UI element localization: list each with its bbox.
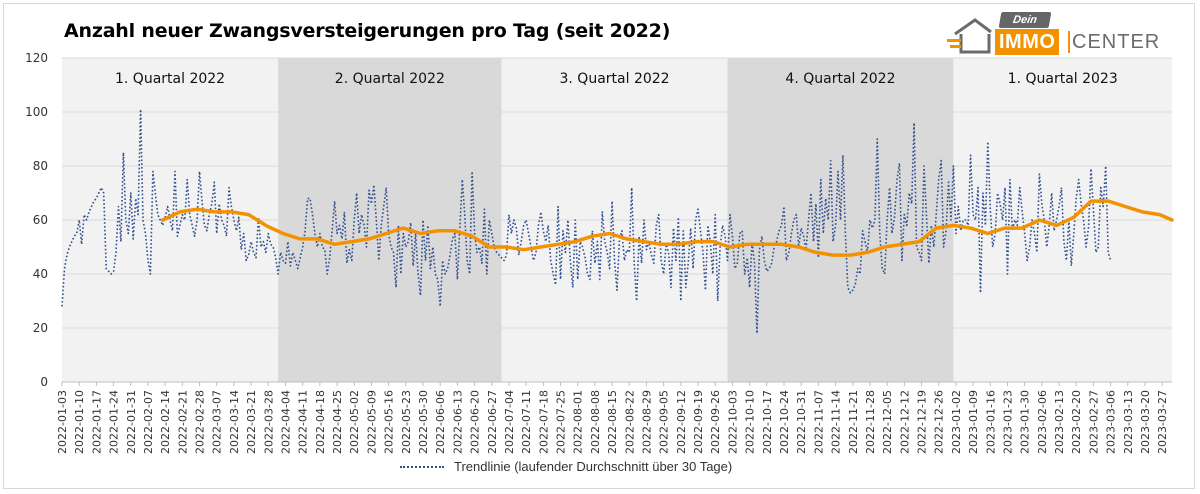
y-tick-label: 0 [40, 375, 48, 389]
x-tick-label: 2022-12-26 [933, 390, 946, 454]
x-tick-label: 2022-04-25 [331, 390, 344, 454]
x-tick-label: 2022-05-23 [400, 390, 413, 454]
x-tick-label: 2022-08-01 [572, 390, 585, 454]
x-tick-label: 2022-01-31 [125, 390, 138, 454]
x-tick-label: 2022-12-05 [881, 390, 894, 454]
x-tick-label: 2022-09-12 [675, 390, 688, 454]
x-tick-label: 2022-06-13 [451, 390, 464, 454]
chart-title: Anzahl neuer Zwangsversteigerungen pro T… [64, 20, 671, 42]
x-tick-label: 2023-01-30 [1019, 390, 1032, 454]
x-tick-label: 2022-07-04 [503, 390, 516, 454]
y-tick-label: 20 [33, 321, 48, 335]
x-tick-label: 2022-11-28 [864, 390, 877, 454]
x-tick-label: 2023-01-02 [950, 390, 963, 454]
x-tick-label: 2022-04-18 [314, 390, 327, 454]
x-tick-label: 2022-06-27 [486, 390, 499, 454]
x-tick-label: 2022-05-16 [383, 390, 396, 454]
x-tick-label: 2022-01-10 [73, 390, 86, 454]
x-tick-label: 2022-10-03 [726, 390, 739, 454]
quarter-band-label: 1. Quartal 2022 [115, 71, 225, 87]
x-tick-label: 2022-11-21 [847, 390, 860, 454]
x-tick-label: 2022-05-09 [365, 390, 378, 454]
x-tick-label: 2022-02-14 [159, 390, 172, 454]
x-tick-label: 2022-01-03 [56, 390, 69, 454]
x-tick-label: 2022-10-24 [778, 390, 791, 454]
quarter-band-label: 4. Quartal 2022 [785, 71, 895, 87]
chart-frame [3, 3, 1195, 489]
logo-center-text: CENTER [1072, 31, 1161, 53]
logo-separator [1068, 31, 1070, 53]
x-tick-label: 2022-03-28 [262, 390, 275, 454]
x-tick-label: 2022-08-08 [589, 390, 602, 454]
x-tick-label: 2022-07-25 [555, 390, 568, 454]
logo-immo-text: IMMO [995, 29, 1060, 55]
x-tick-label: 2022-08-22 [623, 390, 636, 454]
x-tick-label: 2022-01-17 [90, 390, 103, 454]
x-tick-label: 2023-03-27 [1156, 390, 1169, 454]
x-tick-label: 2022-07-11 [520, 390, 533, 454]
x-tick-label: 2023-01-23 [1001, 390, 1014, 454]
x-tick-label: 2022-06-06 [434, 390, 447, 454]
x-tick-label: 2022-03-21 [245, 390, 258, 454]
x-tick-label: 2022-03-14 [228, 390, 241, 454]
x-tick-label: 2022-12-19 [916, 390, 929, 454]
x-tick-label: 2022-10-10 [744, 390, 757, 454]
x-tick-label: 2022-12-12 [898, 390, 911, 454]
x-tick-label: 2022-01-24 [108, 390, 121, 454]
x-tick-label: 2022-10-31 [795, 390, 808, 454]
x-tick-label: 2023-03-13 [1122, 390, 1135, 454]
house-icon [947, 18, 992, 54]
x-tick-label: 2022-03-07 [211, 390, 224, 454]
x-tick-label: 2023-03-20 [1139, 390, 1152, 454]
quarter-band-label: 3. Quartal 2022 [560, 71, 670, 87]
x-tick-label: 2023-02-13 [1053, 390, 1066, 454]
y-tick-label: 40 [33, 267, 48, 281]
x-tick-label: 2022-04-11 [297, 390, 310, 454]
x-tick-label: 2023-02-27 [1087, 390, 1100, 454]
x-tick-label: 2023-02-06 [1036, 390, 1049, 454]
x-tick-label: 2022-06-20 [469, 390, 482, 454]
x-tick-label: 2022-04-04 [279, 390, 292, 454]
x-tick-label: 2022-11-14 [830, 390, 843, 454]
x-tick-label: 2022-02-28 [194, 390, 207, 454]
y-tick-label: 100 [25, 105, 48, 119]
quarter-band-label: 2. Quartal 2022 [335, 71, 445, 87]
x-tick-label: 2023-03-06 [1105, 390, 1118, 454]
legend-swatch-dotted [400, 466, 444, 468]
x-tick-label: 2022-09-05 [658, 390, 671, 454]
x-tick-label: 2023-01-09 [967, 390, 980, 454]
y-tick-label: 80 [33, 159, 48, 173]
y-tick-label: 60 [33, 213, 48, 227]
x-tick-label: 2022-02-21 [176, 390, 189, 454]
x-tick-label: 2022-09-26 [709, 390, 722, 454]
x-tick-label: 2023-02-20 [1070, 390, 1083, 454]
x-tick-label: 2022-09-19 [692, 390, 705, 454]
x-tick-label: 2022-05-30 [417, 390, 430, 454]
series-line-daily-dotted [61, 108, 1112, 335]
x-tick-label: 2022-11-07 [812, 390, 825, 454]
x-tick-label: 2022-02-07 [142, 390, 155, 454]
x-tick-label: 2022-08-29 [640, 390, 653, 454]
x-tick-label: 2022-10-17 [761, 390, 774, 454]
x-tick-label: 2022-07-18 [537, 390, 550, 454]
x-tick-label: 2022-05-02 [348, 390, 361, 454]
quarter-band-label: 1. Quartal 2023 [1008, 71, 1118, 87]
series-line-trend-solid [160, 199, 1174, 257]
y-tick-label: 120 [25, 51, 48, 65]
x-tick-label: 2023-01-16 [984, 390, 997, 454]
x-tick-label: 2022-08-15 [606, 390, 619, 454]
brand-logo: Dein IMMO CENTER [947, 12, 1177, 58]
legend-label-trend: Trendlinie (laufender Durchschnitt über … [454, 459, 733, 474]
